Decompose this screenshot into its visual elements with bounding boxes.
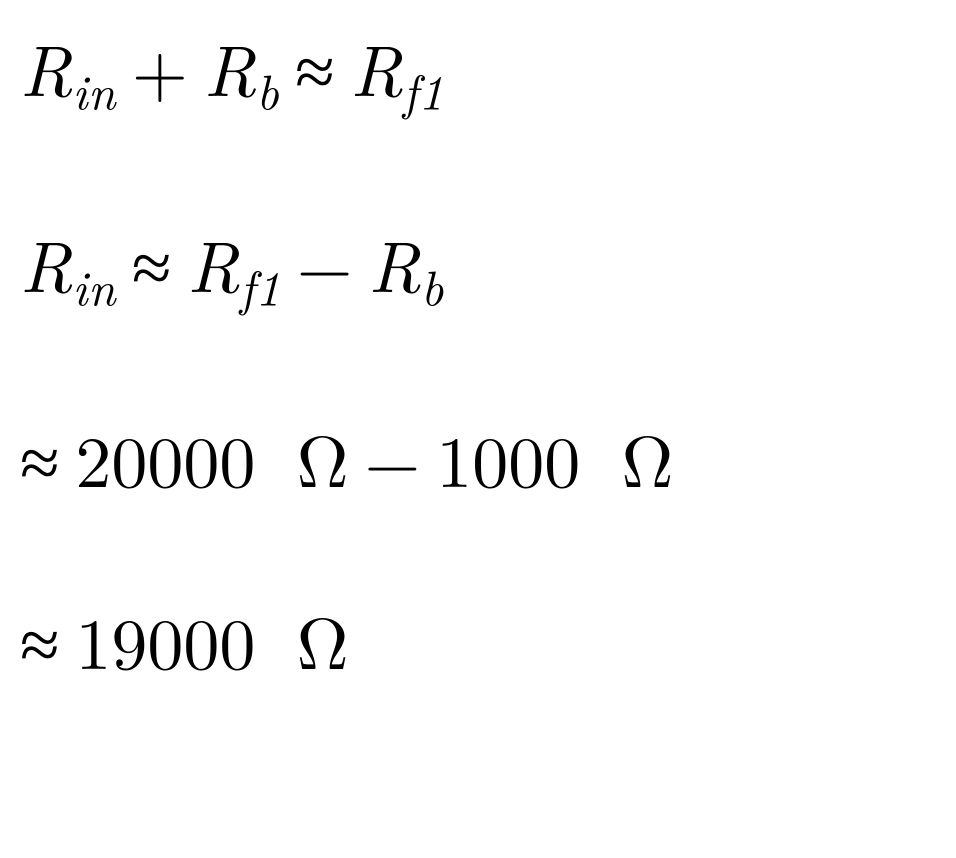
subscript-b: b (421, 251, 444, 320)
op-approx: ≈ (20, 406, 75, 508)
value-20000: 20000 (75, 406, 255, 508)
unit-omega: Ω (297, 588, 349, 690)
var-R: R (20, 211, 73, 313)
var-R: R (187, 211, 240, 313)
op-minus: − (349, 406, 437, 508)
subscript-f1: f1 (403, 56, 444, 125)
op-plus: + (116, 15, 204, 117)
equation-line-4: ≈19000 Ω (20, 603, 936, 675)
op-approx: ≈ (20, 588, 75, 690)
var-R: R (204, 15, 257, 117)
equation-line-1: Rin+Rb≈Rf1 (20, 30, 936, 116)
op-approx: ≈ (279, 15, 350, 117)
equation-block: Rin+Rb≈Rf1 Rin≈Rf1−Rb ≈20000 Ω−1000 Ω ≈1… (20, 30, 936, 675)
subscript-b: b (256, 56, 279, 125)
var-R: R (368, 211, 421, 313)
subscript-f1: f1 (240, 251, 281, 320)
equation-line-3: ≈20000 Ω−1000 Ω (20, 421, 936, 493)
value-19000: 19000 (75, 588, 255, 690)
subscript-in: in (73, 251, 117, 320)
var-R: R (20, 15, 73, 117)
unit-omega: Ω (622, 406, 674, 508)
value-1000: 1000 (436, 406, 580, 508)
equation-line-2: Rin≈Rf1−Rb (20, 226, 936, 312)
var-R: R (350, 15, 403, 117)
unit-omega: Ω (297, 406, 349, 508)
op-minus: − (281, 211, 369, 313)
subscript-in: in (73, 56, 117, 125)
op-approx: ≈ (116, 211, 187, 313)
